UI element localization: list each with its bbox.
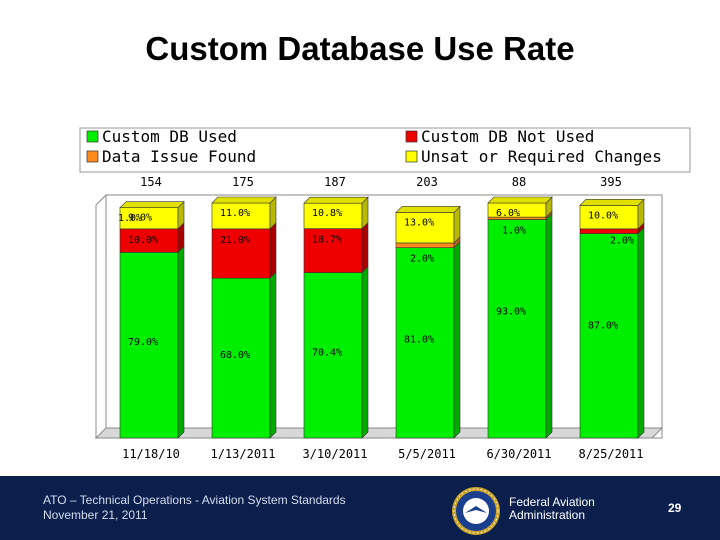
bar-segment xyxy=(303,202,363,229)
y-axis-top-edge xyxy=(95,194,107,206)
bar-top-face xyxy=(303,196,369,204)
bar-segment-side xyxy=(545,212,553,439)
count-label: 154 xyxy=(140,175,162,189)
footer-date: November 21, 2011 xyxy=(43,508,148,522)
bar-segment-side xyxy=(177,245,185,439)
bar-segment-side xyxy=(637,226,645,439)
bar-segment xyxy=(579,233,639,439)
data-label: 93.0% xyxy=(496,306,526,317)
data-label: 10.0% xyxy=(588,210,618,221)
stacked-bar-chart: Custom DB Used Custom DB Not Used Data Iss… xyxy=(79,127,691,461)
bar-segment xyxy=(211,228,271,279)
bar-segment xyxy=(119,252,179,439)
footer-organization: ATO – Technical Operations - Aviation Sy… xyxy=(43,493,346,507)
data-label: 18.7% xyxy=(312,235,342,246)
legend-swatch xyxy=(86,150,99,163)
data-label: 13.0% xyxy=(404,217,434,228)
bar-top-face xyxy=(579,199,645,206)
bar-top-face xyxy=(119,201,185,208)
bar-segment xyxy=(487,219,547,439)
bar-top-face xyxy=(395,206,461,213)
bar-segment xyxy=(211,202,271,230)
legend-label: Unsat or Required Changes xyxy=(421,147,662,166)
slide-title: Custom Database Use Rate xyxy=(145,30,575,67)
legend-swatch xyxy=(405,150,418,163)
bar-segment xyxy=(395,247,455,439)
legend-label: Custom DB Not Used xyxy=(421,127,594,146)
bar-segment-side xyxy=(361,221,369,274)
bar-top-face xyxy=(211,196,277,204)
count-label: 187 xyxy=(324,175,346,189)
data-label: 6.0% xyxy=(496,208,520,219)
agency-line-2: Administration xyxy=(509,508,586,522)
x-tick-label: 8/25/2011 xyxy=(578,447,643,461)
plot-back-wall xyxy=(105,194,663,439)
x-tick-label: 1/13/2011 xyxy=(210,447,275,461)
data-label: 2.0% xyxy=(410,254,434,265)
faa-seal-icon xyxy=(452,487,500,535)
bar-segment xyxy=(303,272,363,439)
data-label: 70.4% xyxy=(312,347,342,358)
bar-segment-side xyxy=(269,222,277,279)
data-label: 68.0% xyxy=(220,350,250,361)
bar-segment xyxy=(395,242,455,248)
count-label: 203 xyxy=(416,175,438,189)
data-label: 2.0% xyxy=(610,236,634,247)
data-label: 1.0% xyxy=(118,213,142,224)
x-tick-label: 5/5/2011 xyxy=(398,447,456,461)
agency-line-1: Federal Aviation xyxy=(509,495,595,509)
page-number: 29 xyxy=(668,501,682,515)
legend-swatch xyxy=(405,130,418,143)
data-label: 10.8% xyxy=(312,208,342,219)
data-label: 9.0% xyxy=(128,213,152,224)
legend-label: Custom DB Used xyxy=(102,127,237,146)
count-label: 175 xyxy=(232,175,254,189)
data-label: 1.0% xyxy=(502,225,526,236)
x-tick-label: 11/18/10 xyxy=(122,447,180,461)
bar-top-face xyxy=(487,196,553,204)
bar-segment-side xyxy=(269,271,277,439)
data-label: 87.0% xyxy=(588,321,618,332)
bar-segment-side xyxy=(361,265,369,439)
footer-bar xyxy=(0,476,720,540)
data-label: 81.0% xyxy=(404,335,434,346)
count-label: 395 xyxy=(600,175,622,189)
data-label: 21.0% xyxy=(220,235,250,246)
bar-segment xyxy=(579,228,639,234)
x-tick-label: 6/30/2011 xyxy=(486,447,551,461)
count-label: 88 xyxy=(512,175,526,189)
bar-segment-side xyxy=(453,240,461,439)
data-label: 11.0% xyxy=(220,208,250,219)
agency-name: Federal Aviation Administration xyxy=(509,496,595,522)
data-label: 10.0% xyxy=(128,235,158,246)
legend-swatch xyxy=(86,130,99,143)
data-label: 79.0% xyxy=(128,337,158,348)
legend-label: Data Issue Found xyxy=(102,147,256,166)
legend-box xyxy=(79,127,691,173)
x-tick-label: 3/10/2011 xyxy=(302,447,367,461)
